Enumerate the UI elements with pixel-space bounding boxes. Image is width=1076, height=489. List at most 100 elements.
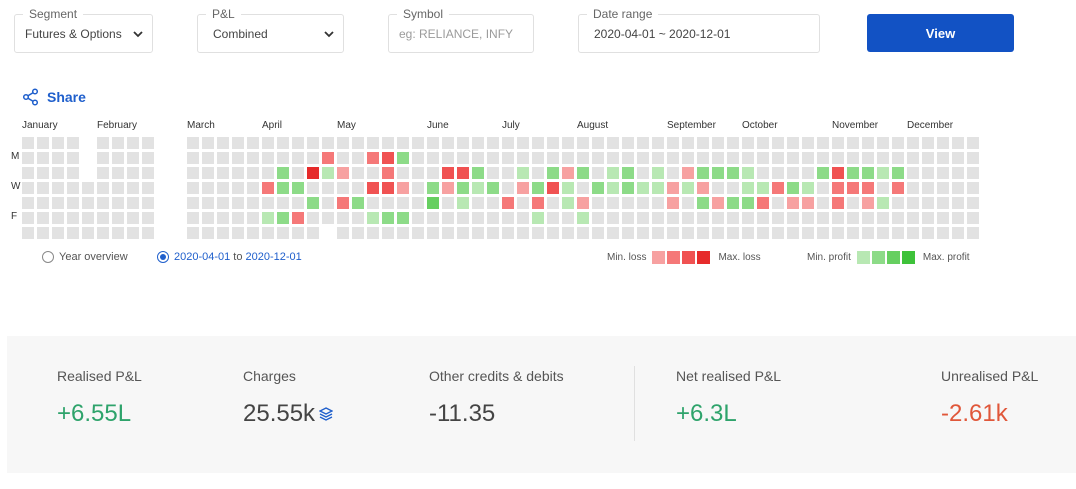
heatmap-day-cell[interactable] bbox=[697, 212, 709, 224]
heatmap-day-cell[interactable] bbox=[637, 212, 649, 224]
heatmap-day-cell[interactable] bbox=[862, 152, 874, 164]
heatmap-day-cell[interactable] bbox=[202, 197, 214, 209]
heatmap-day-cell[interactable] bbox=[502, 167, 514, 179]
heatmap-day-cell[interactable] bbox=[67, 167, 79, 179]
heatmap-day-cell[interactable] bbox=[187, 212, 199, 224]
heatmap-day-cell[interactable] bbox=[892, 227, 904, 239]
heatmap-day-cell[interactable] bbox=[922, 152, 934, 164]
heatmap-day-cell[interactable] bbox=[382, 137, 394, 149]
heatmap-day-cell[interactable] bbox=[742, 167, 754, 179]
heatmap-day-cell[interactable] bbox=[37, 152, 49, 164]
heatmap-day-cell[interactable] bbox=[322, 182, 334, 194]
heatmap-day-cell[interactable] bbox=[217, 167, 229, 179]
heatmap-day-cell[interactable] bbox=[577, 197, 589, 209]
heatmap-day-cell[interactable] bbox=[37, 212, 49, 224]
heatmap-day-cell[interactable] bbox=[187, 227, 199, 239]
heatmap-day-cell[interactable] bbox=[877, 137, 889, 149]
heatmap-day-cell[interactable] bbox=[667, 152, 679, 164]
heatmap-day-cell[interactable] bbox=[487, 227, 499, 239]
heatmap-day-cell[interactable] bbox=[532, 197, 544, 209]
heatmap-day-cell[interactable] bbox=[622, 152, 634, 164]
heatmap-day-cell[interactable] bbox=[337, 227, 349, 239]
heatmap-day-cell[interactable] bbox=[652, 167, 664, 179]
heatmap-day-cell[interactable] bbox=[52, 152, 64, 164]
heatmap-day-cell[interactable] bbox=[847, 227, 859, 239]
heatmap-day-cell[interactable] bbox=[952, 212, 964, 224]
heatmap-day-cell[interactable] bbox=[577, 227, 589, 239]
heatmap-day-cell[interactable] bbox=[322, 152, 334, 164]
heatmap-day-cell[interactable] bbox=[52, 182, 64, 194]
heatmap-day-cell[interactable] bbox=[442, 212, 454, 224]
heatmap-day-cell[interactable] bbox=[412, 152, 424, 164]
heatmap-day-cell[interactable] bbox=[277, 212, 289, 224]
heatmap-day-cell[interactable] bbox=[862, 197, 874, 209]
heatmap-day-cell[interactable] bbox=[592, 152, 604, 164]
heatmap-day-cell[interactable] bbox=[472, 197, 484, 209]
heatmap-day-cell[interactable] bbox=[112, 167, 124, 179]
heatmap-day-cell[interactable] bbox=[697, 227, 709, 239]
heatmap-day-cell[interactable] bbox=[457, 182, 469, 194]
heatmap-day-cell[interactable] bbox=[952, 227, 964, 239]
heatmap-day-cell[interactable] bbox=[97, 137, 109, 149]
heatmap-day-cell[interactable] bbox=[412, 137, 424, 149]
heatmap-day-cell[interactable] bbox=[787, 152, 799, 164]
heatmap-day-cell[interactable] bbox=[802, 137, 814, 149]
heatmap-day-cell[interactable] bbox=[517, 137, 529, 149]
heatmap-day-cell[interactable] bbox=[382, 167, 394, 179]
heatmap-day-cell[interactable] bbox=[457, 137, 469, 149]
heatmap-day-cell[interactable] bbox=[622, 137, 634, 149]
heatmap-day-cell[interactable] bbox=[592, 212, 604, 224]
heatmap-day-cell[interactable] bbox=[247, 182, 259, 194]
heatmap-day-cell[interactable] bbox=[727, 197, 739, 209]
heatmap-day-cell[interactable] bbox=[337, 182, 349, 194]
heatmap-day-cell[interactable] bbox=[262, 167, 274, 179]
heatmap-day-cell[interactable] bbox=[262, 182, 274, 194]
heatmap-day-cell[interactable] bbox=[682, 167, 694, 179]
heatmap-day-cell[interactable] bbox=[922, 212, 934, 224]
heatmap-day-cell[interactable] bbox=[772, 197, 784, 209]
heatmap-day-cell[interactable] bbox=[592, 197, 604, 209]
heatmap-day-cell[interactable] bbox=[832, 197, 844, 209]
heatmap-day-cell[interactable] bbox=[232, 212, 244, 224]
heatmap-day-cell[interactable] bbox=[457, 152, 469, 164]
heatmap-day-cell[interactable] bbox=[277, 197, 289, 209]
heatmap-day-cell[interactable] bbox=[967, 212, 979, 224]
heatmap-day-cell[interactable] bbox=[247, 227, 259, 239]
heatmap-day-cell[interactable] bbox=[232, 152, 244, 164]
heatmap-day-cell[interactable] bbox=[547, 182, 559, 194]
heatmap-day-cell[interactable] bbox=[622, 212, 634, 224]
heatmap-day-cell[interactable] bbox=[637, 137, 649, 149]
heatmap-day-cell[interactable] bbox=[832, 167, 844, 179]
heatmap-day-cell[interactable] bbox=[127, 197, 139, 209]
heatmap-day-cell[interactable] bbox=[457, 197, 469, 209]
heatmap-day-cell[interactable] bbox=[682, 212, 694, 224]
heatmap-day-cell[interactable] bbox=[217, 212, 229, 224]
heatmap-day-cell[interactable] bbox=[427, 152, 439, 164]
heatmap-day-cell[interactable] bbox=[847, 152, 859, 164]
heatmap-day-cell[interactable] bbox=[577, 212, 589, 224]
heatmap-day-cell[interactable] bbox=[397, 152, 409, 164]
heatmap-day-cell[interactable] bbox=[697, 167, 709, 179]
heatmap-day-cell[interactable] bbox=[817, 137, 829, 149]
heatmap-day-cell[interactable] bbox=[622, 197, 634, 209]
heatmap-day-cell[interactable] bbox=[967, 227, 979, 239]
heatmap-day-cell[interactable] bbox=[82, 182, 94, 194]
heatmap-day-cell[interactable] bbox=[262, 212, 274, 224]
heatmap-day-cell[interactable] bbox=[922, 182, 934, 194]
heatmap-day-cell[interactable] bbox=[712, 137, 724, 149]
heatmap-day-cell[interactable] bbox=[217, 182, 229, 194]
heatmap-day-cell[interactable] bbox=[427, 182, 439, 194]
heatmap-day-cell[interactable] bbox=[22, 197, 34, 209]
heatmap-day-cell[interactable] bbox=[322, 167, 334, 179]
heatmap-day-cell[interactable] bbox=[367, 167, 379, 179]
heatmap-day-cell[interactable] bbox=[502, 137, 514, 149]
heatmap-day-cell[interactable] bbox=[202, 227, 214, 239]
heatmap-day-cell[interactable] bbox=[907, 152, 919, 164]
segment-select[interactable]: Segment Futures & Options bbox=[14, 7, 153, 53]
heatmap-day-cell[interactable] bbox=[277, 182, 289, 194]
heatmap-day-cell[interactable] bbox=[772, 137, 784, 149]
heatmap-day-cell[interactable] bbox=[862, 182, 874, 194]
heatmap-day-cell[interactable] bbox=[637, 227, 649, 239]
heatmap-day-cell[interactable] bbox=[667, 182, 679, 194]
heatmap-day-cell[interactable] bbox=[127, 212, 139, 224]
